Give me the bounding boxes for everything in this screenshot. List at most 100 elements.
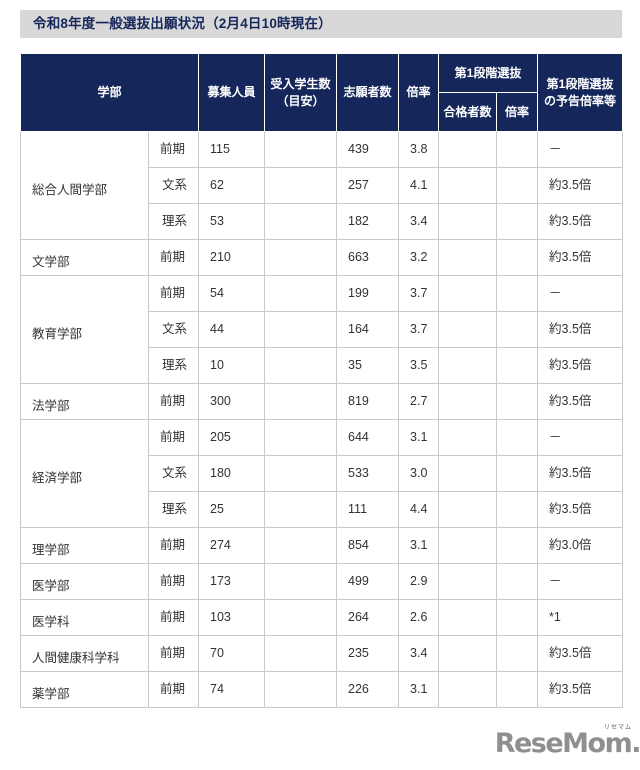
accepted-students-cell	[264, 635, 338, 672]
table-row: 薬学部 前期 74 226 3.1 約3.5倍	[20, 671, 624, 708]
applicants-cell: 182	[336, 203, 400, 240]
ratio-cell: 3.1	[398, 671, 440, 708]
stage1-pass-count-cell	[438, 671, 498, 708]
accepted-students-cell	[264, 275, 338, 312]
applicants-cell: 199	[336, 275, 400, 312]
ratio-cell: 3.7	[398, 275, 440, 312]
period-cell: 前期	[147, 635, 200, 672]
header-accepted-line2: （目安）	[276, 93, 325, 108]
table-row: 法学部 前期 300 819 2.7 約3.5倍	[20, 383, 624, 420]
stage1-ratio-cell	[496, 455, 539, 492]
capacity-cell: 53	[198, 203, 266, 240]
table-row: 医学科 前期 103 264 2.6 *1	[20, 599, 624, 636]
period-cell: 前期	[147, 383, 200, 420]
notice-ratio-cell: －	[537, 131, 624, 168]
stage1-ratio-cell	[496, 599, 539, 636]
notice-ratio-cell: 約3.0倍	[537, 527, 624, 564]
period-cell: 文系	[147, 455, 200, 492]
stage1-pass-count-cell	[438, 131, 498, 168]
period-cell: 理系	[147, 203, 200, 240]
faculty-cell: 医学科	[20, 599, 149, 636]
notice-ratio-cell: 約3.5倍	[537, 491, 624, 528]
table-body: 総合人間学部 前期 115 439 3.8 －文系 62 257 4.1 約3.5倍 理系 53 182…	[20, 131, 624, 708]
period-cell: 理系	[147, 347, 200, 384]
notice-ratio-cell: *1	[537, 599, 624, 636]
ratio-cell: 3.5	[398, 347, 440, 384]
header-applicants: 志願者数	[336, 53, 400, 132]
stage1-pass-count-cell	[438, 239, 498, 276]
ratio-cell: 3.4	[398, 635, 440, 672]
ratio-cell: 3.7	[398, 311, 440, 348]
stage1-ratio-cell	[496, 563, 539, 600]
table-header: 学部 募集人員 受入学生数 （目安） 志願者数 倍率 第1段階選抜 第1段階選抜の…	[19, 53, 624, 132]
ratio-cell: 4.4	[398, 491, 440, 528]
table-row: 教育学部 前期 54 199 3.7 －	[20, 275, 624, 384]
notice-ratio-cell: 約3.5倍	[537, 311, 624, 348]
table-row: 理系 10 35 3.5 約3.5倍	[21, 347, 624, 384]
accepted-students-cell	[264, 203, 338, 240]
header-stage1-ratio: 倍率	[496, 92, 539, 132]
applicants-cell: 257	[336, 167, 400, 204]
stage1-pass-count-cell	[438, 563, 498, 600]
accepted-students-cell	[264, 599, 338, 636]
stage1-pass-count-cell	[438, 383, 498, 420]
faculty-cell: 文学部	[20, 239, 149, 276]
header-accepted-students: 受入学生数 （目安）	[264, 53, 338, 132]
stage1-ratio-cell	[496, 131, 539, 168]
notice-ratio-cell: －	[537, 563, 624, 600]
footer: リセマム ReseMom.	[40, 725, 640, 759]
stage1-pass-count-cell	[438, 599, 498, 636]
resemom-logo-ruby: リセマム	[603, 724, 632, 731]
capacity-cell: 103	[198, 599, 266, 636]
accepted-students-cell	[264, 383, 338, 420]
notice-ratio-cell: 約3.5倍	[537, 383, 624, 420]
stage1-ratio-cell	[496, 419, 539, 456]
period-cell: 前期	[147, 131, 200, 168]
stage1-ratio-cell	[496, 239, 539, 276]
notice-ratio-cell: －	[537, 419, 624, 456]
notice-ratio-cell: 約3.5倍	[537, 455, 624, 492]
table-row: 文系 180 533 3.0 約3.5倍	[21, 455, 624, 492]
applicants-cell: 439	[336, 131, 400, 168]
stage1-pass-count-cell	[438, 203, 498, 240]
capacity-cell: 115	[198, 131, 266, 168]
application-status-table: 学部 募集人員 受入学生数 （目安） 志願者数 倍率 第1段階選抜 第1段階選抜の…	[19, 53, 624, 708]
ratio-cell: 3.0	[398, 455, 440, 492]
applicants-cell: 111	[336, 491, 400, 528]
ratio-cell: 3.8	[398, 131, 440, 168]
accepted-students-cell	[264, 167, 338, 204]
stage1-pass-count-cell	[438, 311, 498, 348]
stage1-ratio-cell	[496, 383, 539, 420]
notice-ratio-cell: 約3.5倍	[537, 239, 624, 276]
faculty-cell: 医学部	[20, 563, 149, 600]
notice-ratio-cell: 約3.5倍	[537, 203, 624, 240]
capacity-cell: 74	[198, 671, 266, 708]
capacity-cell: 300	[198, 383, 266, 420]
applicants-cell: 264	[336, 599, 400, 636]
stage1-ratio-cell	[496, 491, 539, 528]
ratio-cell: 3.2	[398, 239, 440, 276]
applicants-cell: 533	[336, 455, 400, 492]
applicants-cell: 644	[336, 419, 400, 456]
ratio-cell: 3.1	[398, 419, 440, 456]
applicants-cell: 35	[336, 347, 400, 384]
table-row: 理学部 前期 274 854 3.1 約3.0倍	[20, 527, 624, 564]
period-cell: 前期	[147, 563, 200, 600]
accepted-students-cell	[264, 671, 338, 708]
applicants-cell: 226	[336, 671, 400, 708]
capacity-cell: 205	[198, 419, 266, 456]
faculty-cell: 教育学部	[20, 275, 149, 384]
accepted-students-cell	[264, 347, 338, 384]
stage1-pass-count-cell	[438, 419, 498, 456]
table-row: 文系 62 257 4.1 約3.5倍	[21, 167, 624, 204]
faculty-cell: 薬学部	[20, 671, 149, 708]
period-cell: 前期	[147, 239, 200, 276]
header-stage1-pass-count: 合格者数	[438, 92, 498, 132]
resemom-logo-text: ReseMom	[494, 728, 633, 759]
notice-ratio-cell: 約3.5倍	[537, 167, 624, 204]
ratio-cell: 2.6	[398, 599, 440, 636]
applicants-cell: 235	[336, 635, 400, 672]
header-notice-line1: 第1段階選抜	[546, 77, 614, 92]
period-cell: 前期	[147, 419, 200, 456]
faculty-cell: 総合人間学部	[20, 131, 149, 240]
